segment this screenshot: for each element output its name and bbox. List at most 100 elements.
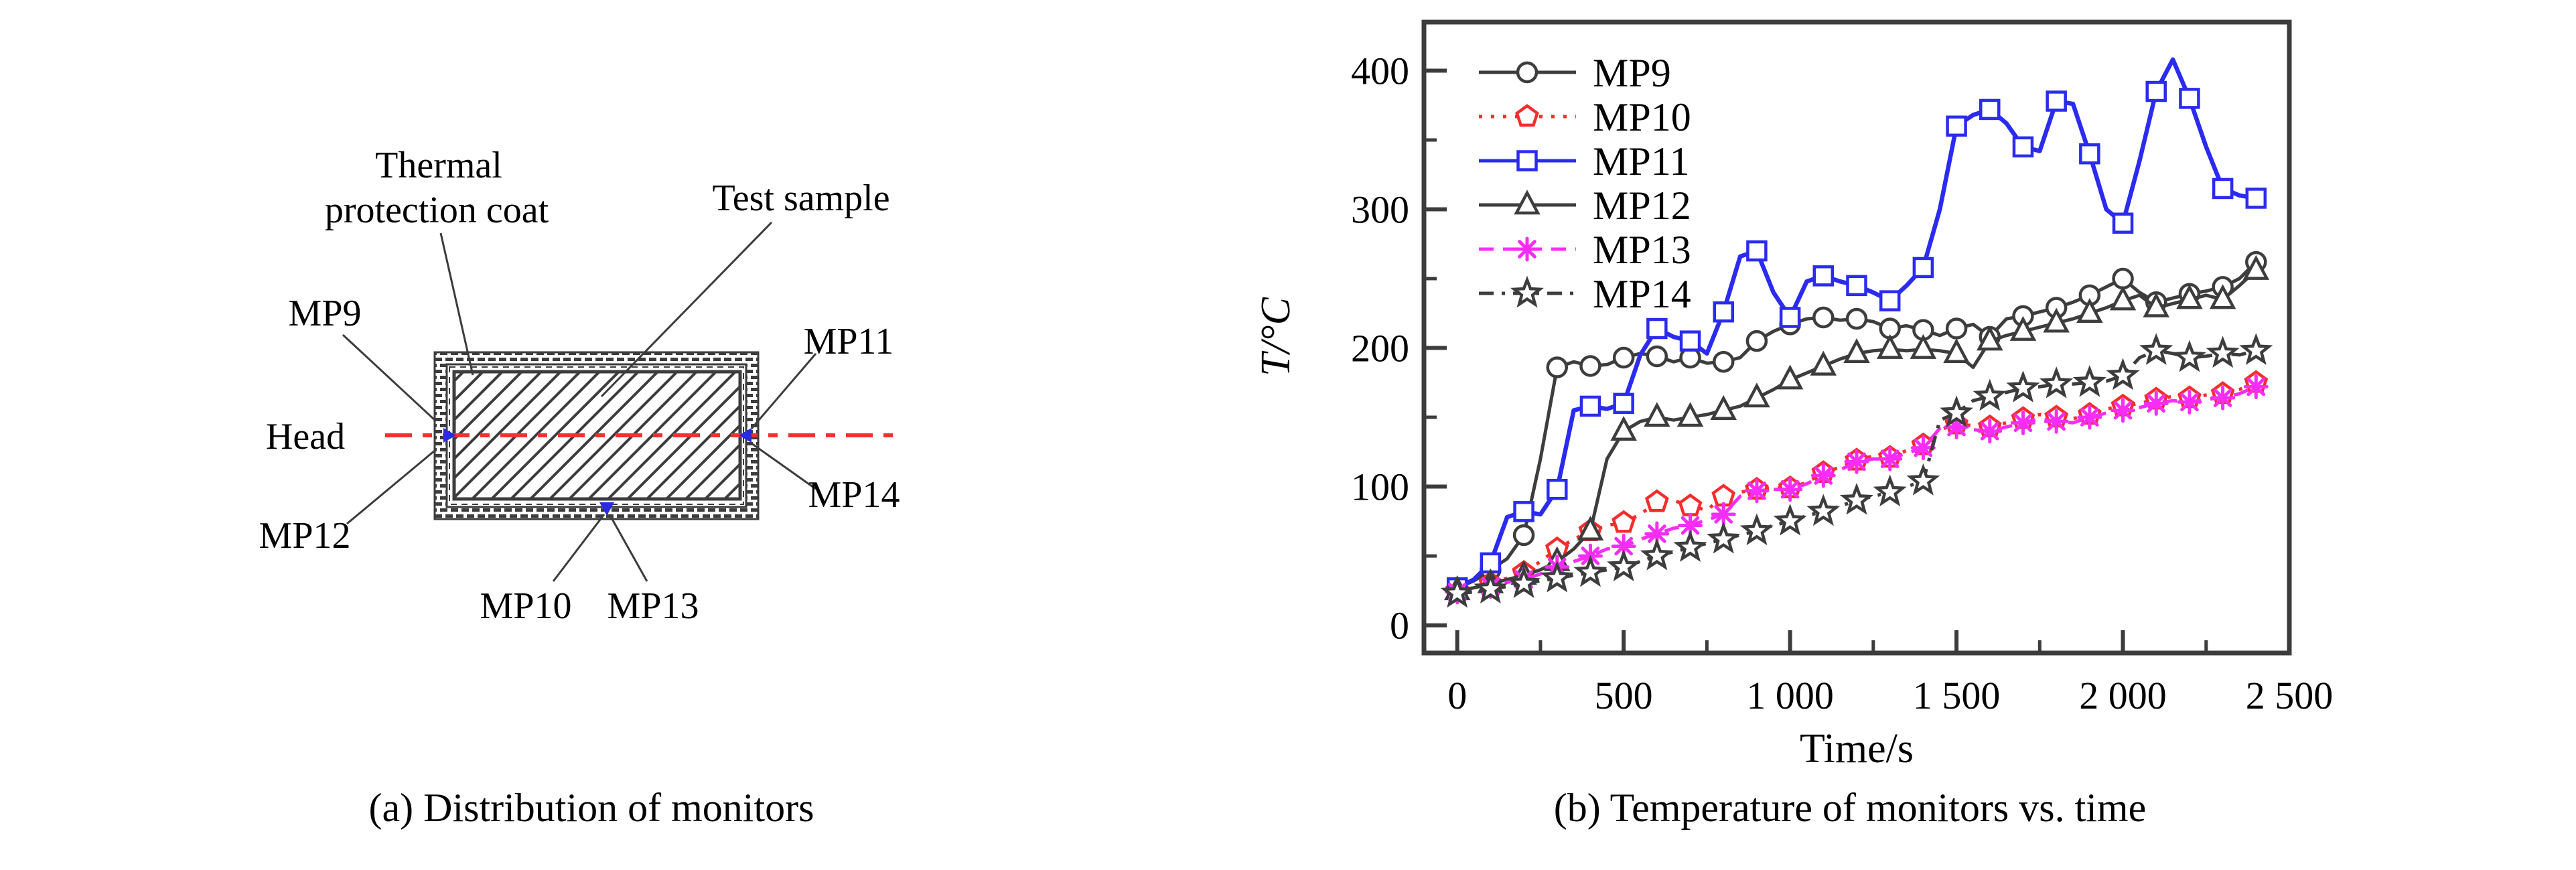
series-marker-mp9: [1612, 346, 1635, 369]
series-marker-mp13: [1980, 421, 1999, 441]
series-marker-mp11: [1879, 290, 1901, 311]
series-marker-mp10: [1678, 493, 1703, 516]
series-marker-mp14: [1474, 571, 1508, 603]
series-marker-mp13: [2180, 392, 2199, 412]
x-tick-label: 1 000: [1746, 674, 1834, 717]
caption-panel-b: (b) Temperature of monitors vs. time: [1554, 786, 2146, 830]
series-marker-mp11: [2245, 188, 2267, 209]
legend-label-mp13: MP13: [1593, 228, 1691, 272]
legend-label-mp11: MP11: [1593, 139, 1690, 184]
leader-mp9: [342, 334, 437, 422]
series-marker-mp11: [1713, 301, 1734, 323]
series-marker-mp12: [1977, 325, 2003, 351]
series-marker-mp14: [2206, 336, 2240, 368]
series-marker-mp13: [1747, 481, 1766, 500]
series-marker-mp9: [1646, 345, 1668, 368]
series-marker-mp13: [1914, 438, 1933, 457]
series-marker-mp12: [2043, 307, 2070, 333]
label-mp13: MP13: [607, 585, 699, 627]
leader-lines: [342, 221, 817, 582]
series-marker-mp12: [1910, 334, 1937, 359]
leader-mp12: [346, 449, 436, 525]
star-marker-icon: [1510, 275, 1545, 308]
series-marker-mp14: [1707, 521, 1741, 554]
series-marker-mp14: [1507, 566, 1541, 598]
series-marker-mp9: [1845, 307, 1868, 330]
series-marker-mp12: [1943, 338, 1970, 364]
series-marker-mp9: [1546, 356, 1569, 378]
leader-test-sample: [600, 221, 773, 398]
series-marker-mp14: [1673, 530, 1707, 562]
series-marker-mp13: [2147, 394, 2166, 413]
series-marker-mp11: [1579, 395, 1601, 417]
series-marker-mp13: [2013, 413, 2033, 433]
series-marker-mp13: [2047, 412, 2066, 431]
legend-label-mp12: MP12: [1593, 184, 1691, 228]
y-axis-title: T/°C: [1253, 297, 1299, 376]
series-marker-mp13: [2113, 401, 2133, 420]
series-marker-mp11: [2079, 143, 2100, 165]
series-marker-mp12: [1644, 402, 1670, 427]
series-marker-mp13: [1648, 524, 1666, 543]
x-axis-title: Time/s: [1800, 726, 1914, 772]
circle-marker-icon: [1516, 61, 1539, 84]
leader-mp14: [751, 442, 816, 490]
series-marker-mp10: [1644, 489, 1669, 512]
series-marker-mp13: [1680, 516, 1700, 535]
series-marker-mp13: [2080, 408, 2099, 427]
series-marker-mp11: [2145, 80, 2167, 102]
series-group: [1440, 57, 2273, 608]
series-marker-mp14: [1806, 494, 1841, 526]
series-marker-mp11: [1779, 307, 1801, 328]
x-tick-label: 0: [1447, 674, 1467, 717]
triangle-marker-icon: [1514, 190, 1541, 215]
label-thermal-coat-line1: Thermal: [375, 145, 502, 186]
series-marker-mp13: [1714, 505, 1733, 524]
series-marker-mp11: [2012, 136, 2034, 158]
series-marker-mp11: [1812, 265, 1835, 287]
series-marker-mp14: [1940, 395, 1974, 428]
label-thermal-coat-line2: protection coat: [325, 190, 549, 231]
monitor-point-bottom-icon: [599, 502, 614, 516]
series-marker-mp14: [2172, 340, 2206, 372]
legend-entry-mp10: MP10: [1479, 95, 1691, 139]
y-tick-label: 200: [1351, 327, 1409, 370]
series-marker-mp12: [2009, 315, 2037, 341]
series-marker-mp14: [1640, 538, 1674, 571]
series-marker-mp12: [1610, 415, 1637, 441]
series-marker-mp13: [2213, 388, 2232, 407]
series-marker-mp14: [2006, 370, 2040, 403]
series-marker-mp14: [1839, 482, 1874, 515]
legend-entry-mp12: MP12: [1479, 184, 1691, 228]
series-marker-mp14: [1739, 513, 1774, 546]
series-marker-mp14: [1573, 555, 1607, 587]
series-marker-mp14: [2040, 366, 2074, 398]
panel-a-distribution-diagram: Thermal protection coat Test sample MP9 …: [259, 145, 901, 830]
series-marker-mp14: [1440, 575, 1474, 608]
series-marker-mp11: [1679, 330, 1701, 352]
axis-ticks: 0 500 1 000 1 500 2 000 2 500 0 100 200 300 400: [1351, 49, 2333, 717]
y-tick-label: 0: [1390, 604, 1409, 648]
y-tick-label: 100: [1351, 465, 1409, 509]
series-marker-mp11: [2112, 212, 2134, 234]
series-marker-mp12: [2109, 285, 2137, 311]
panel-b-temperature-chart: 0 500 1 000 1 500 2 000 2 500 0 100 200 300 400 MP…: [1253, 19, 2333, 830]
x-tick-label: 2 500: [2246, 674, 2334, 717]
series-marker-mp11: [2212, 177, 2234, 200]
series-marker-mp12: [1577, 516, 1604, 541]
series-marker-mp12: [1843, 338, 1870, 364]
series-marker-mp14: [1973, 378, 2007, 411]
series-marker-mp13: [1780, 480, 1800, 499]
series-marker-mp12: [2209, 284, 2236, 309]
series-marker-mp9: [1812, 306, 1835, 329]
series-marker-mp11: [1746, 240, 1768, 262]
series-marker-mp14: [1906, 463, 1940, 496]
monitor-point-left-icon: [443, 428, 456, 443]
series-marker-mp12: [2242, 255, 2270, 280]
series-marker-mp11: [1513, 501, 1534, 522]
series-marker-mp14: [1607, 549, 1641, 581]
legend-entry-mp11: MP11: [1479, 139, 1690, 184]
thermal-coat-band: [433, 351, 760, 520]
series-marker-mp12: [1676, 402, 1704, 427]
